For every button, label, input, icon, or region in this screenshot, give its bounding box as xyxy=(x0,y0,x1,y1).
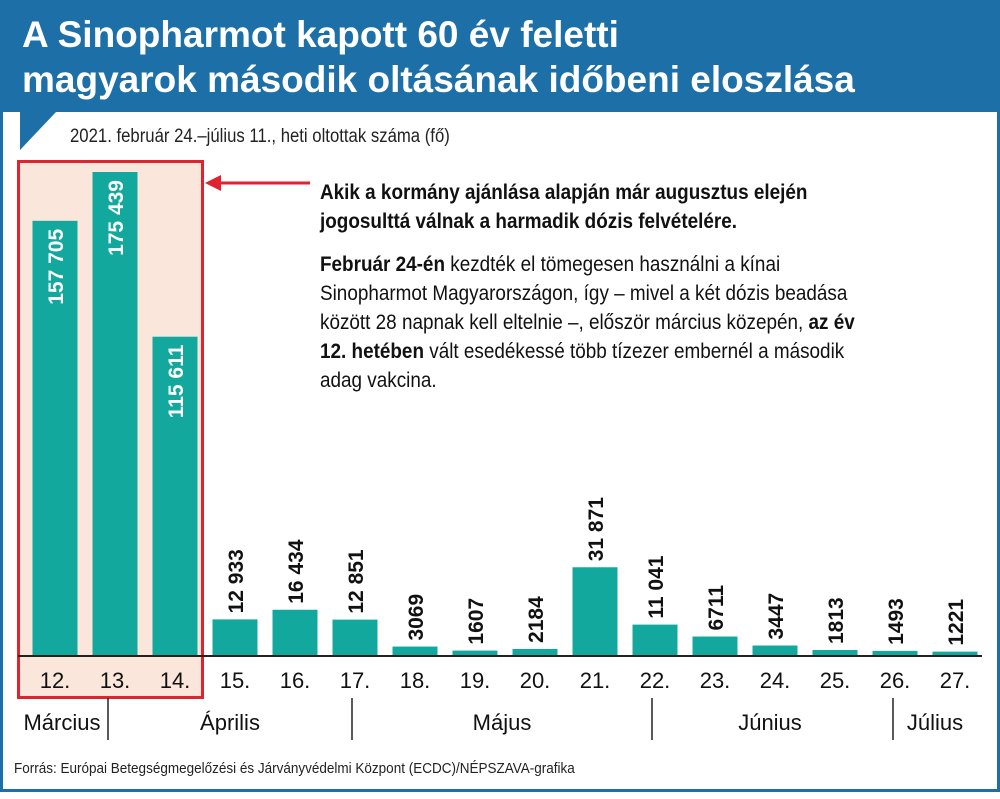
x-tick-label: 12. xyxy=(40,668,71,693)
x-tick-label: 16. xyxy=(280,668,311,693)
value-label: 12 933 xyxy=(225,549,248,613)
bar-19. xyxy=(452,650,498,655)
x-tick-label: 24. xyxy=(760,668,791,693)
bar-12. xyxy=(32,220,78,655)
bar-26. xyxy=(872,650,918,655)
month-label: Július xyxy=(907,710,963,735)
bar-15. xyxy=(212,619,258,655)
annotation: Akik a kormány ajánlása alapján már augu… xyxy=(320,178,878,409)
value-label: 115 611 xyxy=(165,344,188,418)
value-label: 6711 xyxy=(705,585,728,631)
bar-13. xyxy=(92,172,138,655)
annotation-bold-2: az év 12. hetében xyxy=(320,311,855,363)
x-tick-label: 21. xyxy=(580,668,611,693)
header-band: A Sinopharmot kapott 60 év feletti magya… xyxy=(0,0,1000,112)
value-label: 11 041 xyxy=(645,555,668,618)
bar-20. xyxy=(512,648,558,655)
header-notch xyxy=(20,112,56,150)
x-tick-label: 23. xyxy=(700,668,731,693)
x-tick-label: 25. xyxy=(820,668,851,693)
month-label: Április xyxy=(200,710,260,735)
source-note: Forrás: Európai Betegségmegelőzési és Já… xyxy=(14,760,575,777)
x-tick-label: 18. xyxy=(400,668,431,693)
bar-18. xyxy=(392,646,438,655)
bar-23. xyxy=(692,636,738,655)
annotation-body: Február 24-én kezdték el tömegesen haszn… xyxy=(320,250,878,395)
annotation-text-2: vált esedékessé több tízezer embernél a … xyxy=(320,340,845,392)
value-label: 16 434 xyxy=(285,539,308,604)
month-label: Május xyxy=(473,710,532,735)
bar-27. xyxy=(932,651,978,655)
value-label: 31 871 xyxy=(585,497,608,562)
annotation-headline: Akik a kormány ajánlása alapján már augu… xyxy=(320,181,808,233)
month-label: Március xyxy=(23,710,100,735)
arrow-icon xyxy=(205,175,310,191)
bar-24. xyxy=(752,645,798,655)
x-tick-label: 13. xyxy=(100,668,131,693)
value-label: 1813 xyxy=(825,597,848,644)
x-tick-label: 15. xyxy=(220,668,251,693)
bar-25. xyxy=(812,650,858,655)
annotation-text-1: kezdték el tömegesen használni a kínai S… xyxy=(320,253,848,334)
value-label: 3069 xyxy=(405,594,428,641)
value-label: 175 439 xyxy=(105,180,128,256)
annotation-bold-1: Február 24-én xyxy=(320,253,446,276)
x-tick-label: 14. xyxy=(160,668,191,693)
x-tick-label: 26. xyxy=(880,668,911,693)
value-label: 12 851 xyxy=(345,549,368,614)
value-label: 3447 xyxy=(765,593,788,640)
x-tick-label: 19. xyxy=(460,668,491,693)
bar-22. xyxy=(632,624,678,655)
title-line-1: A Sinopharmot kapott 60 év feletti xyxy=(22,14,619,55)
value-label: 1493 xyxy=(885,598,908,645)
value-label: 157 705 xyxy=(45,229,68,305)
value-label: 2184 xyxy=(525,596,548,643)
bar-17. xyxy=(332,619,378,655)
bar-21. xyxy=(572,567,618,655)
value-label: 1221 xyxy=(945,599,968,646)
x-tick-label: 27. xyxy=(940,668,971,693)
x-tick-label: 20. xyxy=(520,668,551,693)
bar-14. xyxy=(152,336,198,655)
title-line-2: magyarok második oltásának időbeni elosz… xyxy=(22,59,855,100)
month-label: Június xyxy=(738,710,802,735)
x-tick-label: 17. xyxy=(340,668,371,693)
x-tick-label: 22. xyxy=(640,668,671,693)
chart-subtitle: 2021. február 24.–július 11., heti oltot… xyxy=(70,126,450,147)
chart-title: A Sinopharmot kapott 60 év feletti magya… xyxy=(22,12,855,102)
value-label: 1607 xyxy=(465,598,488,645)
bar-16. xyxy=(272,609,318,655)
